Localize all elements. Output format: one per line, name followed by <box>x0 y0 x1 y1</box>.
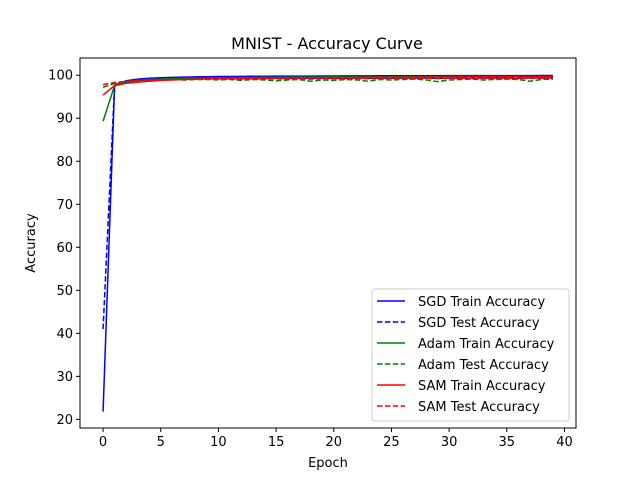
y-axis: 20 30 40 50 60 70 80 90 100 <box>48 69 80 428</box>
x-tick-label: 5 <box>157 435 165 450</box>
series-layer <box>102 74 553 412</box>
legend-label: Adam Train Accuracy <box>418 337 555 352</box>
x-tick-label: 15 <box>268 435 285 450</box>
x-axis-label: Epoch <box>308 456 348 471</box>
x-tick-label: 40 <box>556 435 573 450</box>
y-tick-label: 60 <box>56 241 73 256</box>
legend-label: SAM Train Accuracy <box>418 379 546 394</box>
series-line-sgd-train-accuracy <box>102 74 553 412</box>
series-line-sam-test-accuracy <box>102 77 553 86</box>
y-tick-label: 90 <box>56 112 73 127</box>
plot-frame <box>79 57 577 429</box>
x-tick-label: 10 <box>210 435 227 450</box>
y-tick-label: 40 <box>56 327 73 342</box>
y-tick-label: 70 <box>56 198 73 213</box>
y-tick-label: 50 <box>56 284 73 299</box>
legend-label: SAM Test Accuracy <box>418 400 540 415</box>
legend-label: Adam Test Accuracy <box>418 358 549 373</box>
legend: SGD Train Accuracy SGD Test Accuracy Adam … <box>371 288 570 422</box>
x-axis: 0 5 10 15 20 25 30 35 40 <box>99 428 573 450</box>
x-tick-label: 25 <box>383 435 400 450</box>
y-tick-label: 100 <box>48 69 73 84</box>
legend-label: SGD Test Accuracy <box>418 316 540 331</box>
x-tick-label: 0 <box>99 435 107 450</box>
x-tick-label: 30 <box>441 435 458 450</box>
series-line-adam-train-accuracy <box>102 75 553 122</box>
plot-area <box>79 57 577 429</box>
x-tick-label: 20 <box>325 435 342 450</box>
y-tick-label: 20 <box>56 413 73 428</box>
y-axis-label: Accuracy <box>24 213 39 273</box>
legend-label: SGD Train Accuracy <box>418 295 545 310</box>
y-tick-label: 80 <box>56 155 73 170</box>
x-tick-label: 35 <box>499 435 516 450</box>
legend-frame <box>371 288 570 422</box>
y-tick-label: 30 <box>56 370 73 385</box>
chart-title: MNIST - Accuracy Curve <box>231 34 423 53</box>
